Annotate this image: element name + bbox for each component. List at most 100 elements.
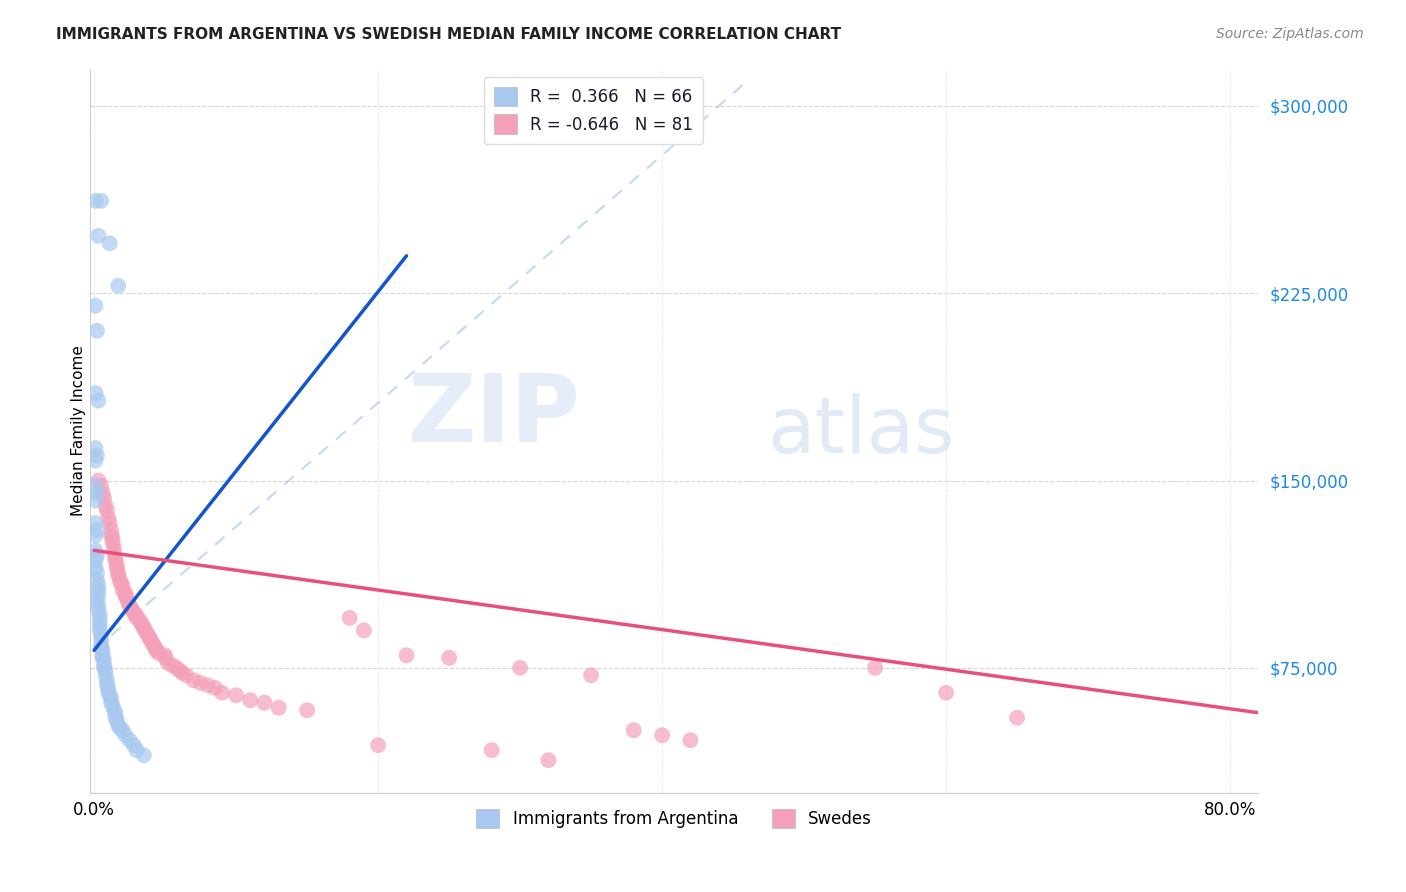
- Point: [108, 721, 131, 735]
- Point: [101, 698, 124, 713]
- Point: [114, 728, 136, 742]
- Point: [91, 486, 114, 500]
- Point: [118, 599, 141, 613]
- Point: [86, 449, 108, 463]
- Text: ZIP: ZIP: [408, 370, 581, 462]
- Point: [623, 723, 645, 738]
- Point: [84, 478, 107, 492]
- Point: [537, 753, 560, 767]
- Point: [86, 593, 108, 607]
- Text: IMMIGRANTS FROM ARGENTINA VS SWEDISH MEDIAN FAMILY INCOME CORRELATION CHART: IMMIGRANTS FROM ARGENTINA VS SWEDISH MED…: [56, 27, 841, 42]
- Point: [101, 531, 124, 545]
- Point: [93, 491, 115, 505]
- Point: [86, 566, 108, 580]
- Point: [90, 638, 112, 652]
- Point: [89, 618, 111, 632]
- Point: [93, 658, 115, 673]
- Point: [98, 688, 121, 702]
- Point: [84, 441, 107, 455]
- Point: [253, 696, 276, 710]
- Point: [104, 550, 127, 565]
- Point: [197, 678, 219, 692]
- Point: [190, 675, 212, 690]
- Point: [166, 661, 188, 675]
- Point: [100, 524, 122, 538]
- Point: [481, 743, 503, 757]
- Point: [93, 653, 115, 667]
- Point: [295, 703, 318, 717]
- Point: [863, 661, 886, 675]
- Point: [935, 686, 957, 700]
- Point: [97, 511, 120, 525]
- Point: [153, 648, 176, 663]
- Point: [153, 650, 176, 665]
- Point: [87, 474, 110, 488]
- Point: [395, 648, 418, 663]
- Point: [135, 625, 157, 640]
- Point: [367, 738, 389, 752]
- Point: [84, 561, 107, 575]
- Point: [84, 299, 107, 313]
- Point: [131, 618, 153, 632]
- Point: [138, 631, 160, 645]
- Point: [108, 574, 131, 588]
- Point: [125, 611, 148, 625]
- Point: [84, 493, 107, 508]
- Point: [93, 661, 115, 675]
- Point: [211, 686, 233, 700]
- Point: [579, 668, 602, 682]
- Point: [107, 566, 129, 580]
- Point: [90, 478, 112, 492]
- Point: [353, 624, 375, 638]
- Point: [98, 236, 121, 251]
- Point: [84, 386, 107, 401]
- Point: [104, 706, 127, 720]
- Point: [91, 643, 114, 657]
- Point: [134, 624, 156, 638]
- Point: [176, 668, 198, 682]
- Point: [111, 578, 134, 592]
- Point: [105, 713, 128, 727]
- Point: [104, 711, 127, 725]
- Point: [98, 516, 121, 530]
- Text: Source: ZipAtlas.com: Source: ZipAtlas.com: [1216, 27, 1364, 41]
- Point: [84, 528, 107, 542]
- Point: [103, 541, 125, 555]
- Point: [84, 194, 107, 208]
- Point: [84, 553, 107, 567]
- Text: atlas: atlas: [768, 392, 955, 468]
- Point: [143, 640, 166, 655]
- Point: [97, 681, 120, 695]
- Point: [96, 678, 118, 692]
- Point: [94, 663, 117, 677]
- Point: [117, 596, 139, 610]
- Point: [86, 324, 108, 338]
- Point: [91, 648, 114, 663]
- Point: [86, 524, 108, 538]
- Point: [84, 516, 107, 530]
- Point: [120, 600, 142, 615]
- Point: [97, 686, 120, 700]
- Point: [107, 568, 129, 582]
- Point: [136, 628, 159, 642]
- Point: [239, 693, 262, 707]
- Point: [90, 194, 112, 208]
- Point: [86, 574, 108, 588]
- Point: [103, 546, 125, 560]
- Point: [100, 696, 122, 710]
- Point: [103, 703, 125, 717]
- Point: [90, 640, 112, 655]
- Point: [87, 583, 110, 598]
- Point: [87, 393, 110, 408]
- Point: [100, 690, 122, 705]
- Point: [89, 624, 111, 638]
- Point: [651, 728, 673, 742]
- Point: [267, 700, 290, 714]
- Point: [160, 658, 183, 673]
- Point: [90, 633, 112, 648]
- Point: [87, 603, 110, 617]
- Point: [115, 591, 138, 605]
- Point: [96, 673, 118, 688]
- Point: [156, 656, 179, 670]
- Point: [84, 543, 107, 558]
